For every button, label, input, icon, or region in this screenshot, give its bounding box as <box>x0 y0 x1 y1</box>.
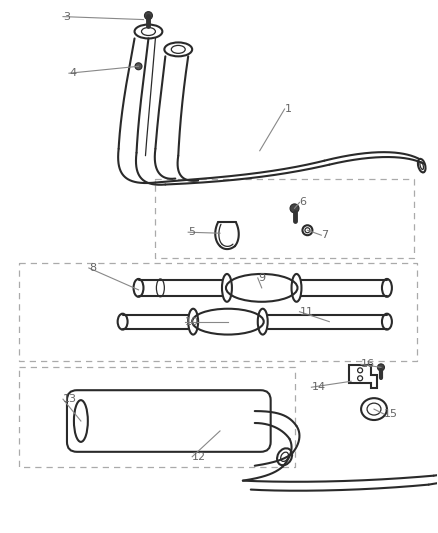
Text: 10: 10 <box>185 317 199 327</box>
Text: 5: 5 <box>188 227 195 237</box>
Text: 15: 15 <box>384 409 398 419</box>
Text: 3: 3 <box>63 12 70 22</box>
Text: 12: 12 <box>192 452 206 462</box>
Text: 7: 7 <box>321 230 328 240</box>
Text: 1: 1 <box>285 104 292 114</box>
Text: 14: 14 <box>311 382 325 392</box>
Text: 16: 16 <box>361 359 375 369</box>
Ellipse shape <box>145 12 152 20</box>
Text: 13: 13 <box>63 394 77 404</box>
Text: 9: 9 <box>258 273 265 283</box>
Ellipse shape <box>378 364 385 371</box>
Text: 6: 6 <box>300 197 307 207</box>
Text: 8: 8 <box>89 263 96 273</box>
Text: 4: 4 <box>69 68 76 78</box>
Ellipse shape <box>135 63 142 70</box>
Text: 11: 11 <box>300 306 314 317</box>
Ellipse shape <box>290 204 299 213</box>
